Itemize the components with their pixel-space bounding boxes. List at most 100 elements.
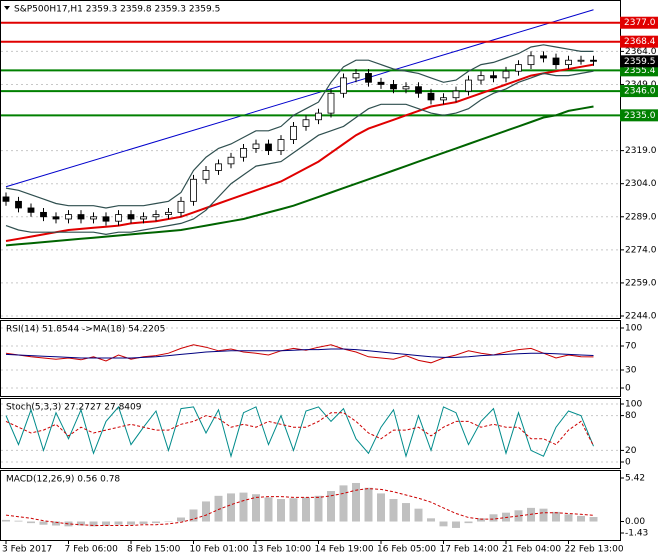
candle-body [265,143,272,152]
y-tick-label: 100 [625,400,642,410]
indicator-line [5,348,594,359]
candle-body [202,170,210,180]
candle-body [352,73,360,79]
candle-body [427,92,435,101]
level-tag [620,16,658,29]
histogram-bar [352,482,360,522]
histogram-bar [164,521,173,523]
histogram-bar [427,518,435,522]
histogram-bar [139,521,148,524]
histogram-bar [227,493,235,522]
candle-body [190,178,197,202]
histogram-bar [202,501,210,522]
histogram-bar [52,521,60,526]
candle-body [140,216,147,220]
candle-body [240,148,247,158]
candle-body [252,143,260,149]
panel-title: Stoch(5,3,3) 27.2727 27.8409 [6,403,142,413]
indicator-line [5,105,594,247]
histogram-bar [39,521,48,525]
candle-body [102,216,110,222]
candle-body [565,59,572,66]
panel-frame [0,320,621,397]
candle-body [527,55,535,66]
y-tick-label: 2244.0 [625,312,657,322]
candle-body [590,59,597,62]
candle-body [165,211,172,215]
y-tick-label: -1.43 [625,529,648,539]
y-tick-label: 2304.0 [625,179,657,189]
candle-body [15,200,22,209]
panel-title: MACD(12,26,9) 0.56 0.78 [6,475,120,485]
y-tick-label: 0.00 [625,517,645,527]
histogram-bar [477,518,485,522]
y-tick-label: 70 [625,342,637,352]
histogram-bar [589,517,598,522]
indicator-line [5,412,594,447]
level-label: 2335.0 [624,111,656,121]
histogram-bar [289,498,298,522]
histogram-bar [414,508,423,522]
panel-frame [0,398,621,469]
y-tick-label: 2289.0 [625,212,657,222]
histogram-bar [152,521,160,524]
chart-title: S&P500H17,H1 2359.3 2359.8 2359.3 2359.5 [14,5,220,15]
x-tick-label: 16 Feb 05:00 [377,545,436,555]
histogram-bar [189,509,198,522]
level-label: 2355.4 [624,66,656,76]
level-label: 2368.4 [624,37,656,47]
panel-frame [0,470,621,541]
histogram-bar [564,514,573,522]
indicator-line [5,70,594,236]
histogram-bar [339,485,348,522]
level-tag [620,109,658,122]
y-tick-label: 2259.0 [625,278,657,288]
x-tick-label: 13 Feb 10:00 [252,545,311,555]
y-tick-label: 0 [625,384,631,394]
indicator-line [5,488,594,526]
candle-body [115,214,122,222]
candle-body [65,214,72,220]
x-tick-label: 10 Feb 01:00 [190,545,249,555]
histogram-bar [514,510,523,522]
last-price-tag [620,55,658,68]
candle-body [577,59,585,62]
candle-body [152,214,160,218]
candle-body [377,81,385,85]
histogram-bar [177,517,185,522]
y-tick-label: 2319.0 [625,146,657,156]
x-tick-label: 14 Feb 19:00 [315,545,374,555]
x-tick-label: 3 Feb 2017 [2,545,52,555]
candle-body [77,214,85,220]
histogram-bar [114,521,123,525]
x-tick-label: 17 Feb 14:00 [440,545,499,555]
histogram-bar [314,495,323,522]
histogram-bar [214,495,223,522]
candle-body [465,79,472,92]
candle-body [452,90,460,99]
panel-title: RSI(14) 51.8544 ->MA(18) 54.2205 [6,325,165,335]
indicator-line [5,63,594,242]
histogram-bar [364,487,373,522]
histogram-bar [264,497,273,522]
title-marker [4,6,10,10]
x-tick-label: 22 Feb 13:00 [565,545,624,555]
y-tick-label: 100 [625,324,642,334]
histogram-bar [327,491,335,522]
candle-body [552,57,560,66]
candle-body [327,92,335,114]
trend-line [5,9,594,188]
candle-body [402,86,410,90]
histogram-bar [389,499,398,522]
candle-body [390,84,397,90]
candle-body [477,75,485,81]
histogram-bar [439,521,448,527]
candle-body [315,112,322,121]
candle-body [27,207,35,213]
level-label: 2377.0 [624,18,656,28]
candle-body [365,73,372,83]
y-tick-label: 5.42 [625,474,645,484]
candle-body [52,216,60,220]
level-label: 2346.0 [624,87,656,97]
